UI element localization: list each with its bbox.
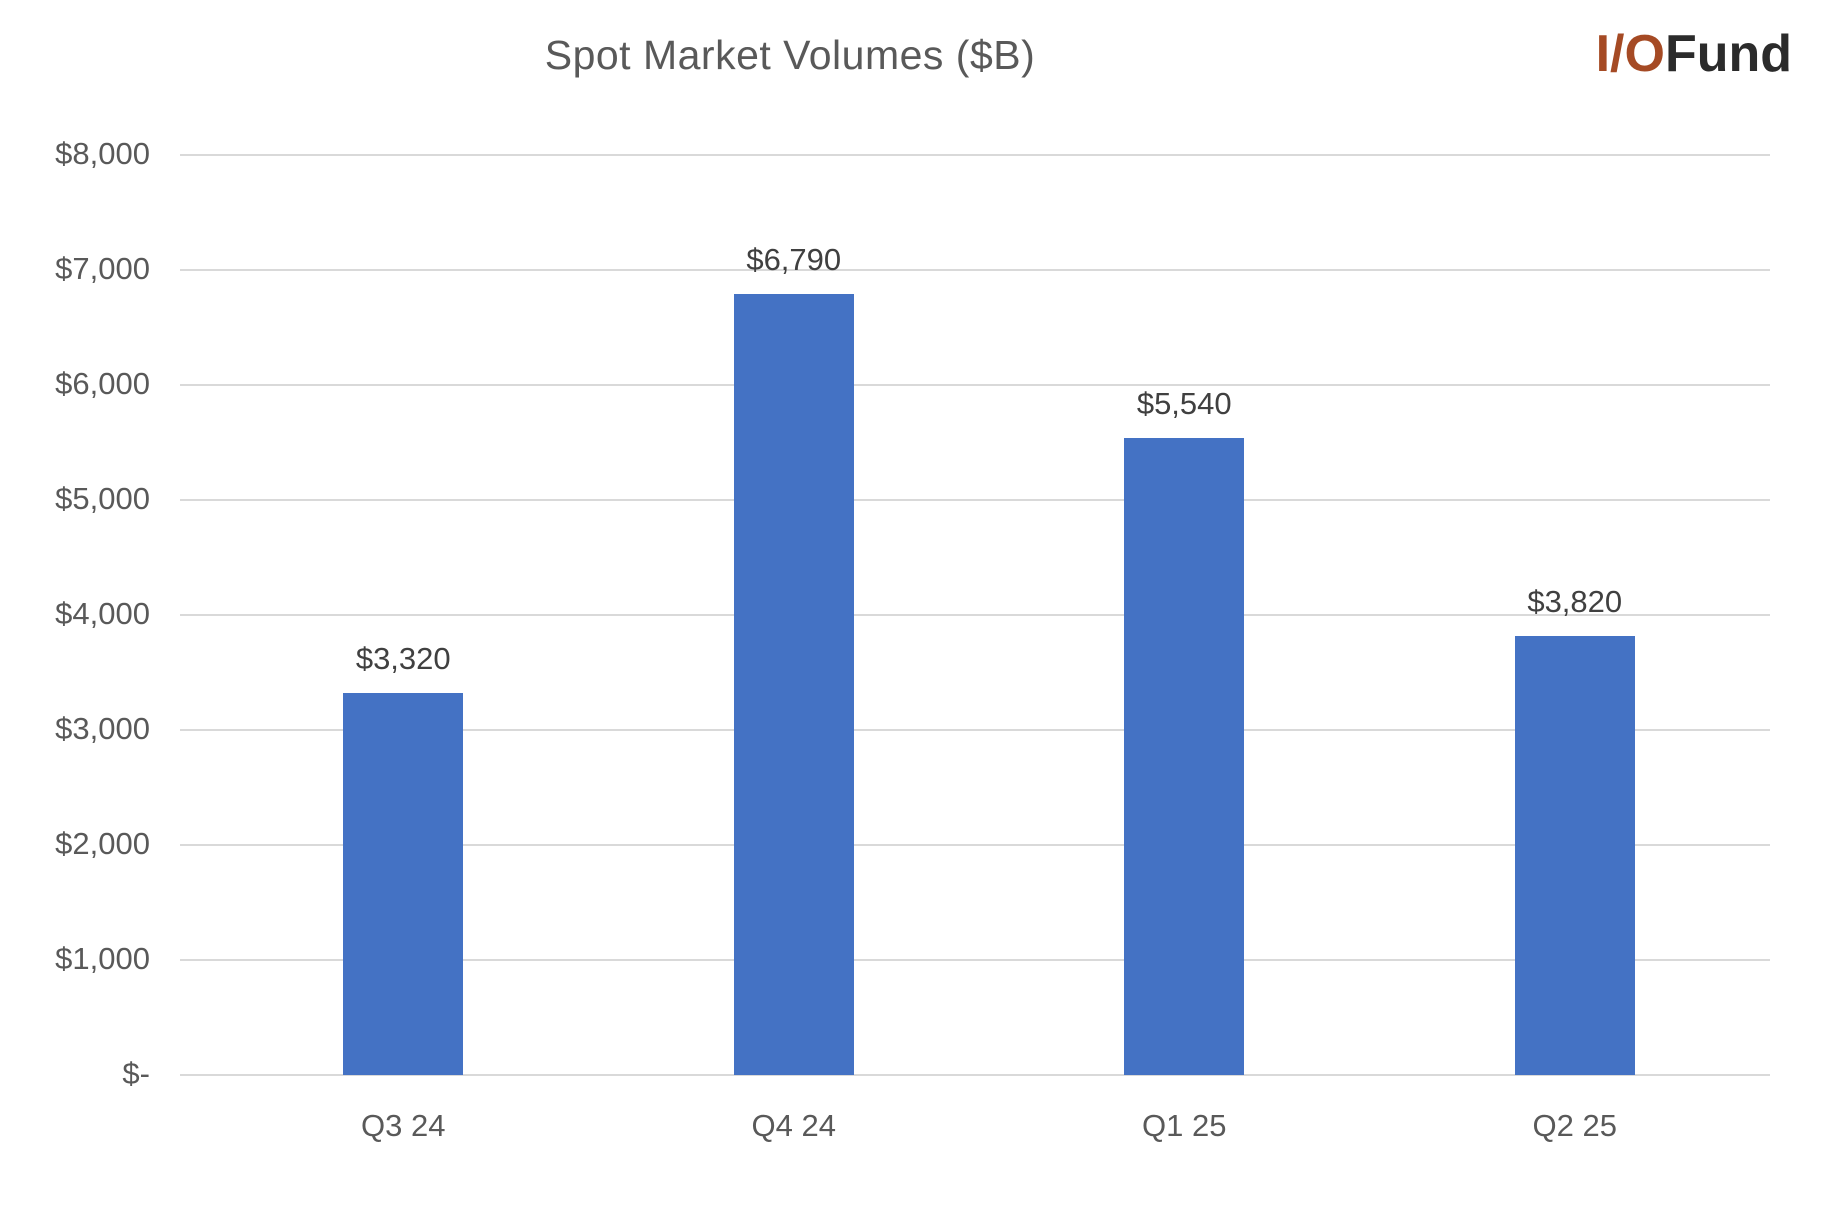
gridline bbox=[180, 384, 1770, 386]
x-axis-tick-label: Q1 25 bbox=[1142, 1108, 1227, 1143]
x-axis-tick-label: Q2 25 bbox=[1532, 1108, 1617, 1143]
y-axis-tick-label: $6,000 bbox=[55, 366, 150, 401]
io-fund-logo: I/OFund bbox=[1596, 24, 1792, 84]
bar-value-label: $3,820 bbox=[1527, 583, 1623, 619]
y-axis-tick-label: $4,000 bbox=[55, 596, 150, 631]
bar-value-label: $6,790 bbox=[746, 242, 842, 278]
x-axis-tick-label: Q3 24 bbox=[361, 1108, 446, 1143]
bar-q3-24 bbox=[343, 693, 464, 1075]
y-axis-tick-label: $2,000 bbox=[55, 826, 150, 861]
gridline bbox=[180, 269, 1770, 271]
y-axis-tick-label: $7,000 bbox=[55, 251, 150, 286]
bar-value-label: $3,320 bbox=[355, 641, 451, 677]
gridline bbox=[180, 614, 1770, 616]
y-axis-tick-label: $1,000 bbox=[55, 941, 150, 976]
gridline bbox=[180, 844, 1770, 846]
x-axis-tick-label: Q4 24 bbox=[751, 1108, 836, 1143]
bar-q1-25 bbox=[1124, 437, 1245, 1075]
gridline bbox=[180, 729, 1770, 731]
y-axis-tick-label: $8,000 bbox=[55, 136, 150, 171]
bar-q4-24 bbox=[733, 294, 854, 1075]
chart-title: Spot Market Volumes ($B) bbox=[544, 32, 1036, 78]
gridline bbox=[180, 1074, 1770, 1076]
y-axis-tick-label: $- bbox=[122, 1056, 150, 1091]
gridline bbox=[180, 499, 1770, 501]
y-axis-tick-label: $3,000 bbox=[55, 711, 150, 746]
logo-prefix: I/O bbox=[1595, 25, 1665, 83]
bar-value-label: $5,540 bbox=[1136, 385, 1232, 421]
bar-q2-25 bbox=[1514, 635, 1635, 1075]
gridline bbox=[180, 154, 1770, 156]
logo-suffix: Fund bbox=[1664, 25, 1792, 83]
gridline bbox=[180, 959, 1770, 961]
y-axis-tick-label: $5,000 bbox=[55, 481, 150, 516]
